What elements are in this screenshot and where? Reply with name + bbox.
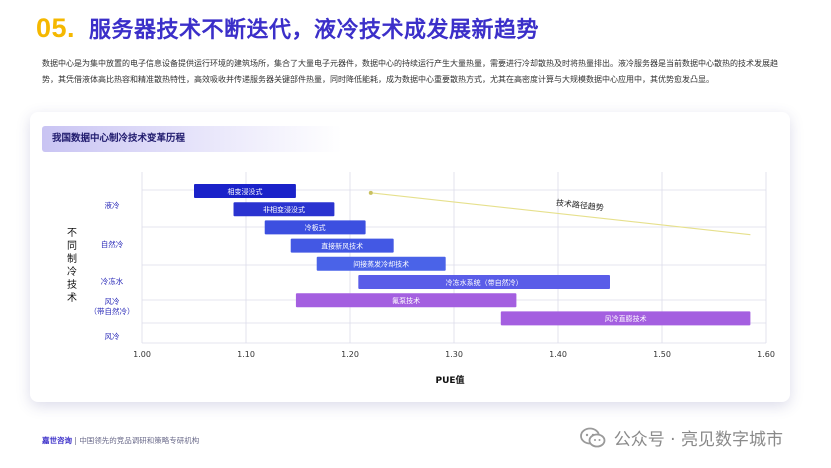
section-header: 05. 服务器技术不断迭代，液冷技术成发展新趋势 xyxy=(36,8,539,48)
x-tick-label: 1.00 xyxy=(133,350,151,359)
gantt-bar-label: 冷冻水系统（带自然冷） xyxy=(446,278,523,287)
x-tick-label: 1.30 xyxy=(445,350,463,359)
gantt-bar xyxy=(264,220,366,235)
gantt-bar-label: 冷板式 xyxy=(305,223,326,232)
x-tick-label: 1.10 xyxy=(237,350,255,359)
y-axis-label: 不同制冷技术 xyxy=(67,228,77,304)
x-axis-label: PUE值 xyxy=(435,374,464,386)
trend-label: 技术路径趋势 xyxy=(556,197,605,212)
gantt-bar-label: 相变浸没式 xyxy=(227,187,262,196)
gantt-bar xyxy=(358,275,610,289)
page-title: 服务器技术不断迭代，液冷技术成发展新趋势 xyxy=(89,18,540,43)
wechat-watermark: 公众号 · 亮见数字城市 xyxy=(579,425,783,450)
footer: 嘉世咨询 | 中国领先的竞品调研和策略专研机构 xyxy=(42,435,199,446)
gantt-bar-label: 直接新风技术 xyxy=(321,241,363,250)
x-tick-label: 1.60 xyxy=(757,350,775,359)
gantt-bar xyxy=(295,293,517,308)
category-label: 冷冻水 xyxy=(101,276,124,286)
x-tick-label: 1.50 xyxy=(653,350,671,359)
intro-paragraph: 数据中心是为集中放置的电子信息设备提供运行环境的建筑场所，集合了大量电子元器件，… xyxy=(42,59,778,84)
footer-tagline: 中国领先的竞品调研和策略专研机构 xyxy=(79,436,200,445)
category-label: 风冷 xyxy=(105,331,120,341)
gantt-bar xyxy=(316,256,446,271)
gantt-bar-label: 氟泵技术 xyxy=(392,296,420,305)
gantt-bar xyxy=(500,311,751,326)
category-label: 自然冷 xyxy=(101,239,124,249)
gantt-bar-label: 非相变浸没式 xyxy=(263,205,305,214)
trend-line xyxy=(370,192,751,236)
x-tick-label: 1.20 xyxy=(341,350,359,359)
footer-separator: | xyxy=(74,436,77,445)
footer-brand: 嘉世咨询 xyxy=(42,436,72,445)
gantt-bar xyxy=(194,184,296,198)
gantt-bar xyxy=(233,202,335,217)
gantt-bar xyxy=(290,238,394,253)
gantt-bar-label: 间接蒸发冷却技术 xyxy=(353,260,409,269)
gantt-bar-label: 风冷直膨技术 xyxy=(605,314,647,323)
category-label: 风冷（带自然冷） xyxy=(90,296,135,316)
watermark-text: 公众号 · 亮见数字城市 xyxy=(613,430,783,450)
category-label: 液冷 xyxy=(105,200,120,210)
x-tick-label: 1.40 xyxy=(549,350,567,359)
section-number: 05. xyxy=(36,12,76,43)
wechat-icon xyxy=(579,427,606,449)
chart-card-title: 我国数据中心制冷技术变革历程 xyxy=(42,126,342,152)
trend-line-start-dot xyxy=(368,190,373,195)
